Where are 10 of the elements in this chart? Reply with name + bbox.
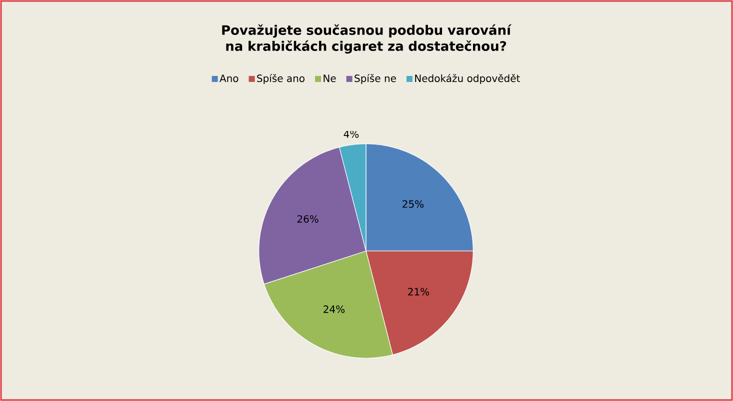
data-label: 25%: [402, 200, 424, 208]
legend-label: Ano: [220, 74, 238, 82]
data-label: 24%: [324, 305, 345, 313]
chart-title: Považujete současnou podobu varování na krabičkách cigaret za dostatečnou?: [222, 24, 512, 54]
legend-label: Spíše ne: [354, 74, 396, 84]
legend-label: Ne: [324, 74, 336, 82]
data-label: 26%: [297, 215, 318, 223]
data-label: 21%: [408, 288, 430, 296]
legend-label: Spíše ano: [257, 74, 304, 84]
legend-label: Nedokážu odpovědět: [415, 74, 520, 84]
